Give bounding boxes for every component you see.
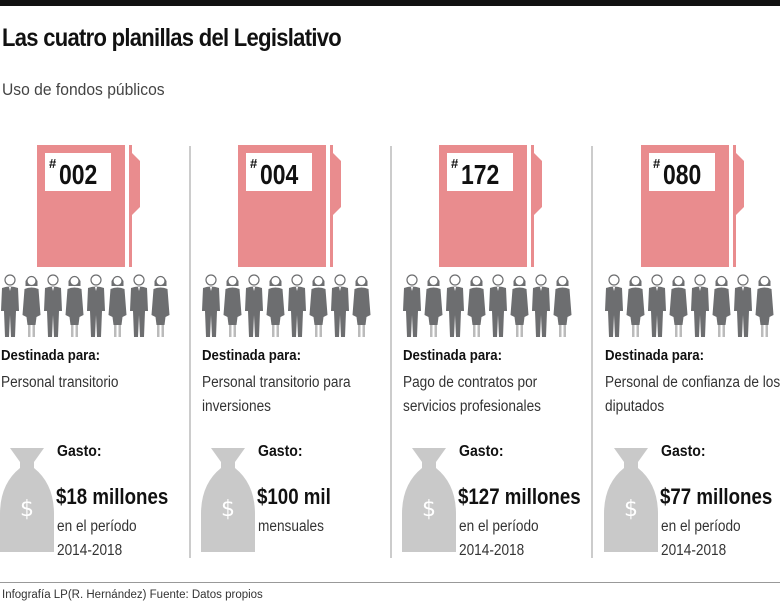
woman-figure-icon bbox=[468, 276, 486, 337]
planilla-number: 002 bbox=[59, 159, 98, 190]
gasto-period: en el período 2014-2018 bbox=[661, 515, 741, 563]
man-figure-icon bbox=[44, 275, 62, 337]
destination-description: Personal transitorio bbox=[1, 374, 119, 391]
period-line-1: en el período bbox=[459, 518, 539, 535]
destination-description: Personal de confianza de los diputados bbox=[605, 374, 780, 415]
folder-icon: # 172 bbox=[439, 145, 527, 267]
period-line-2: 2014-2018 bbox=[459, 542, 525, 559]
planilla-number: 172 bbox=[461, 159, 500, 190]
folder-icon: # 004 bbox=[238, 145, 326, 267]
man-figure-icon bbox=[87, 275, 105, 337]
folder-tab-icon bbox=[129, 145, 140, 267]
man-figure-icon bbox=[446, 275, 464, 337]
gasto-amount: $100 mil bbox=[257, 484, 331, 509]
woman-figure-icon bbox=[353, 276, 371, 337]
man-figure-icon bbox=[605, 275, 623, 337]
woman-figure-icon bbox=[756, 276, 774, 337]
hash-sign: # bbox=[250, 156, 258, 171]
top-bar bbox=[0, 0, 780, 6]
man-figure-icon bbox=[532, 275, 550, 337]
destination-label: Destinada para: bbox=[605, 347, 705, 364]
woman-figure-icon bbox=[713, 276, 731, 337]
woman-figure-icon bbox=[310, 276, 328, 337]
people-row bbox=[402, 273, 574, 339]
woman-figure-icon bbox=[109, 276, 127, 337]
page-subtitle: Uso de fondos públicos bbox=[2, 80, 165, 99]
destination-description: Personal transitorio para inversiones bbox=[202, 374, 351, 415]
man-figure-icon bbox=[734, 275, 752, 337]
hash-sign: # bbox=[653, 156, 661, 171]
page-title: Las cuatro planillas del Legislativo bbox=[2, 24, 342, 52]
money-bag-icon bbox=[201, 444, 255, 556]
period-line-2: 2014-2018 bbox=[661, 542, 727, 559]
money-bag-icon bbox=[402, 444, 456, 556]
period-line-1: en el período bbox=[57, 518, 137, 535]
woman-figure-icon bbox=[554, 276, 572, 337]
planilla-column: # 002 Destinada para: Personal transitor… bbox=[0, 140, 190, 560]
gasto-label: Gasto: bbox=[57, 443, 102, 460]
hash-sign: # bbox=[49, 156, 57, 171]
people-row bbox=[0, 273, 172, 339]
folder-icon: # 080 bbox=[641, 145, 729, 267]
gasto-amount: $77 millones bbox=[660, 484, 773, 509]
period-line-1: en el período bbox=[661, 518, 741, 535]
destination-label: Destinada para: bbox=[403, 347, 503, 364]
woman-figure-icon bbox=[425, 276, 443, 337]
gasto-period: mensuales bbox=[258, 515, 324, 539]
destination-label: Destinada para: bbox=[202, 347, 302, 364]
planilla-label: # 002 bbox=[45, 153, 111, 191]
gasto-amount: $18 millones bbox=[56, 484, 169, 509]
people-row bbox=[201, 273, 373, 339]
gasto-period: en el período 2014-2018 bbox=[57, 515, 137, 563]
footer-credit: Infografía LP(R. Hernández) Fuente: Dato… bbox=[2, 589, 263, 601]
man-figure-icon bbox=[130, 275, 148, 337]
destination-label: Destinada para: bbox=[1, 347, 101, 364]
column-divider bbox=[189, 146, 191, 558]
footer-rule bbox=[0, 582, 780, 583]
gasto-amount: $127 millones bbox=[458, 484, 581, 509]
planilla-label: # 172 bbox=[447, 153, 513, 191]
woman-figure-icon bbox=[511, 276, 529, 337]
gasto-period: en el período 2014-2018 bbox=[459, 515, 539, 563]
woman-figure-icon bbox=[627, 276, 645, 337]
folder-icon: # 002 bbox=[37, 145, 125, 267]
planilla-column: # 004 Destinada para: Personal transitor… bbox=[201, 140, 391, 560]
woman-figure-icon bbox=[66, 276, 84, 337]
planilla-column: # 080 Destinada para: Personal de confia… bbox=[604, 140, 780, 560]
man-figure-icon bbox=[648, 275, 666, 337]
man-figure-icon bbox=[245, 275, 263, 337]
woman-figure-icon bbox=[670, 276, 688, 337]
planilla-number: 004 bbox=[260, 159, 299, 190]
destination-description: Pago de contratos por servicios profesio… bbox=[403, 374, 541, 415]
man-figure-icon bbox=[202, 275, 220, 337]
people-row bbox=[604, 273, 776, 339]
period-line-2: 2014-2018 bbox=[57, 542, 123, 559]
folder-tab-icon bbox=[531, 145, 542, 267]
woman-figure-icon bbox=[267, 276, 285, 337]
planilla-label: # 004 bbox=[246, 153, 312, 191]
gasto-label: Gasto: bbox=[258, 443, 303, 460]
man-figure-icon bbox=[331, 275, 349, 337]
woman-figure-icon bbox=[152, 276, 170, 337]
gasto-label: Gasto: bbox=[661, 443, 706, 460]
column-divider bbox=[390, 146, 392, 558]
planilla-label: # 080 bbox=[649, 153, 715, 191]
man-figure-icon bbox=[691, 275, 709, 337]
folder-tab-icon bbox=[733, 145, 744, 267]
woman-figure-icon bbox=[23, 276, 41, 337]
period-line-1: mensuales bbox=[258, 518, 324, 535]
folder-tab-icon bbox=[330, 145, 341, 267]
man-figure-icon bbox=[288, 275, 306, 337]
planilla-number: 080 bbox=[663, 159, 702, 190]
money-bag-icon bbox=[0, 444, 54, 556]
man-figure-icon bbox=[403, 275, 421, 337]
hash-sign: # bbox=[451, 156, 459, 171]
column-divider bbox=[591, 146, 593, 558]
planilla-column: # 172 Destinada para: Pago de contratos … bbox=[402, 140, 592, 560]
money-bag-icon bbox=[604, 444, 658, 556]
woman-figure-icon bbox=[224, 276, 242, 337]
gasto-label: Gasto: bbox=[459, 443, 504, 460]
man-figure-icon bbox=[489, 275, 507, 337]
man-figure-icon bbox=[1, 275, 19, 337]
